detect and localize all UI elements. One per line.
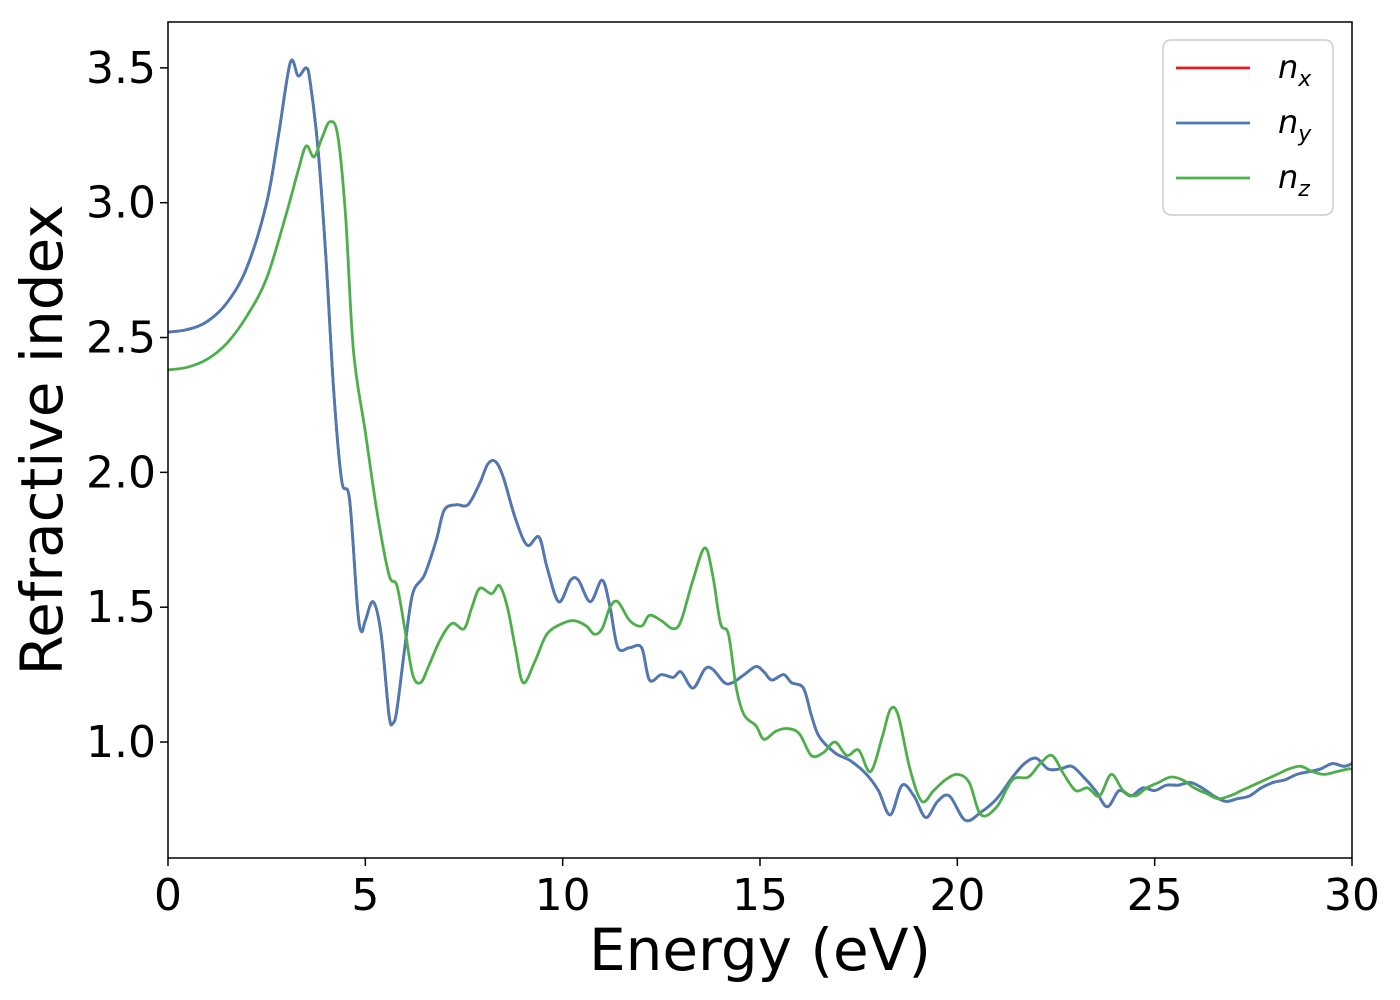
x-axis-label: Energy (eV) [589,916,931,984]
y-tick-label: 2.5 [86,313,156,364]
legend-label-nz: nz [1278,158,1310,202]
y-tick-label: 3.0 [86,178,156,229]
series-line-ny [168,58,1352,823]
y-axis-label: Refractive index [8,204,76,675]
series-line-nz [168,120,1352,818]
x-tick-label: 15 [732,870,788,921]
legend: nx ny nz [1162,39,1334,216]
x-tick-label: 20 [929,870,985,921]
x-tick-label: 25 [1127,870,1183,921]
y-tick-label: 3.5 [86,43,156,94]
x-tick-label: 10 [535,870,591,921]
y-tick-label: 1.5 [86,582,156,633]
y-tick-label: 2.0 [86,447,156,498]
legend-label-nx: nx [1278,48,1312,92]
legend-box [1162,39,1334,216]
x-tick-label: 30 [1324,870,1380,921]
series-layer [168,58,1352,823]
y-tick-label: 1.0 [86,717,156,768]
ticks-layer: 0 5 10 15 20 25 30 1.0 1.5 2.0 2.5 3.0 3.5 [86,43,1380,921]
legend-label-ny: ny [1278,103,1312,147]
x-tick-label: 0 [154,870,182,921]
x-tick-label: 5 [351,870,379,921]
